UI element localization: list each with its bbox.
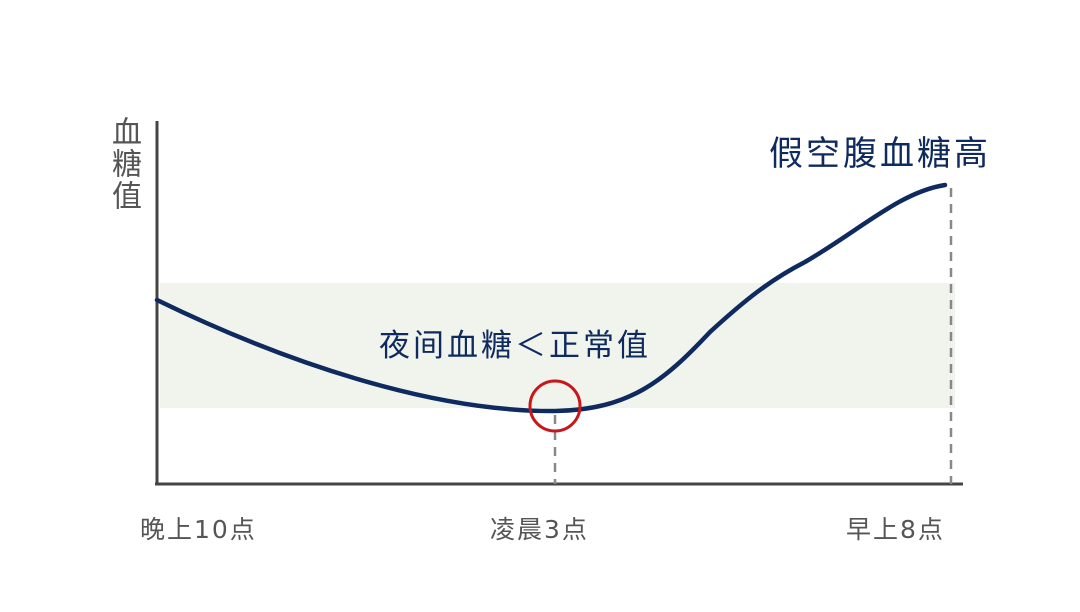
lowest-point-circle [528,379,582,433]
normal-range-band [160,283,955,408]
annotation-high-fasting-glucose: 假空腹血糖高 [769,134,991,174]
x-tick-label: 凌晨3点 [490,515,589,544]
x-tick-label: 晚上10点 [140,515,257,544]
annotation-low-night-glucose: 夜间血糖＜正常值 [379,328,651,364]
glucose-curve [154,182,948,414]
x-tick-label: 早上8点 [846,515,945,544]
y-axis-label: 血糖值 [106,116,141,212]
